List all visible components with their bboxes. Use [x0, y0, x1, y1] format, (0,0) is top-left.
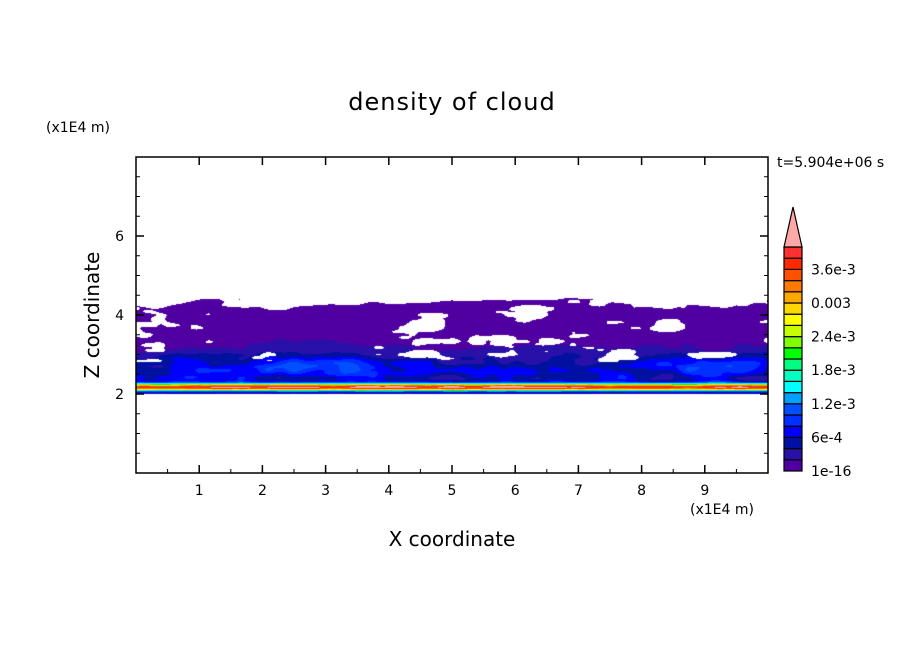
colorbar-swatch: [783, 336, 803, 349]
x-tick-label: 5: [448, 483, 457, 499]
x-tick-label: 6: [511, 483, 520, 499]
colorbar-swatch: [783, 347, 803, 360]
y-unit-label: (x1E4 m): [46, 120, 110, 136]
x-axis-label: X coordinate: [388, 527, 516, 551]
colorbar-tick-label: 3.6e-3: [811, 262, 856, 278]
x-tick-label: 2: [258, 483, 267, 499]
colorbar-swatch: [783, 257, 803, 271]
colorbar-swatch: [783, 425, 803, 439]
x-tick-label: 1: [195, 483, 204, 499]
colorbar-tick-label: 0.003: [811, 296, 851, 312]
x-tick-label: 4: [384, 483, 393, 499]
colorbar-tick-label: 1.8e-3: [811, 363, 856, 379]
colorbar-swatch: [783, 280, 803, 293]
colorbar-overflow-triangle: [783, 206, 803, 248]
colorbar-swatch: [783, 459, 803, 472]
colorbar-swatch: [783, 436, 803, 450]
y-tick-label: 4: [115, 308, 124, 324]
colorbar-swatch: [783, 268, 803, 282]
x-tick-label: 7: [574, 483, 583, 499]
x-tick-label: 9: [700, 483, 709, 499]
colorbar-swatch: [783, 302, 803, 315]
colorbar-tick-label: 6e-4: [811, 430, 843, 446]
colorbar-swatch: [783, 291, 803, 304]
colorbar-swatch: [783, 324, 803, 338]
colorbar-swatch: [783, 403, 803, 416]
time-label: t=5.904e+06 s: [777, 155, 885, 171]
colorbar-tick-label: 1.2e-3: [811, 397, 856, 413]
x-tick-label: 8: [637, 483, 646, 499]
colorbar-tick-label: 1e-16: [811, 464, 851, 480]
colorbar-swatch: [783, 392, 803, 405]
plot-frame: [135, 156, 769, 474]
x-unit-label: (x1E4 m): [690, 502, 754, 518]
density-field: [136, 157, 768, 473]
colorbar-swatch: [783, 380, 803, 394]
colorbar-swatch: [783, 369, 803, 383]
x-tick-label: 3: [321, 483, 330, 499]
colorbar-tick-label: 2.4e-3: [811, 330, 856, 346]
y-tick-label: 2: [115, 387, 124, 403]
colorbar-swatch: [783, 246, 803, 259]
chart-title: density of cloud: [348, 88, 556, 116]
colorbar-swatch: [783, 414, 803, 427]
colorbar-swatch: [783, 313, 803, 327]
y-tick-label: 6: [115, 229, 124, 245]
colorbar-swatch: [783, 448, 803, 461]
colorbar-swatch: [783, 358, 803, 371]
